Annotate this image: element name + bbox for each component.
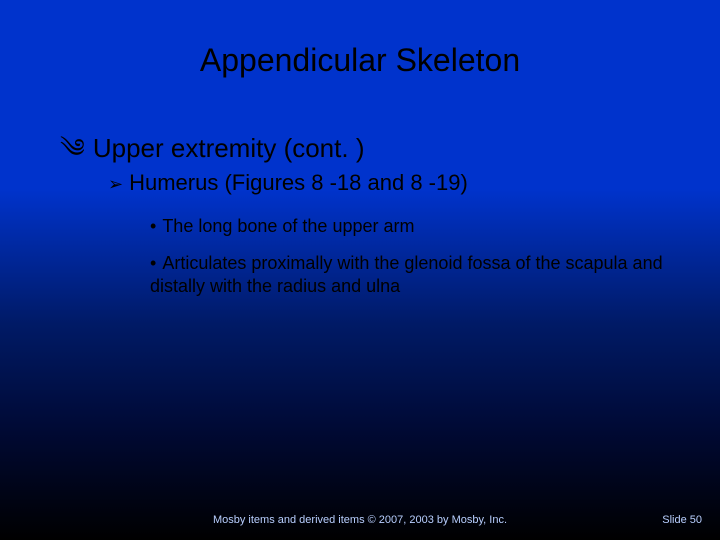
footer-copyright: Mosby items and derived items © 2007, 20… bbox=[0, 514, 720, 526]
bullet-level3-item: •Articulates proximally with the glenoid… bbox=[150, 252, 670, 297]
bullet-glyph-level3: • bbox=[150, 253, 156, 273]
bullet-text-level2: Humerus (Figures 8 -18 and 8 -19) bbox=[129, 170, 468, 195]
footer-slide-number: Slide 50 bbox=[662, 514, 702, 526]
bullet-text-level3: The long bone of the upper arm bbox=[162, 216, 414, 236]
slide-title: Appendicular Skeleton bbox=[0, 42, 720, 79]
bullet-glyph-level1: ༄ bbox=[60, 134, 85, 163]
slide: Appendicular Skeleton ༄ Upper extremity (… bbox=[0, 0, 720, 540]
bullet-text-level3: Articulates proximally with the glenoid … bbox=[150, 253, 663, 296]
bullet-level2: ➢ Humerus (Figures 8 -18 and 8 -19) bbox=[108, 170, 468, 196]
bullet-glyph-level2: ➢ bbox=[108, 174, 123, 194]
bullet-glyph-level3: • bbox=[150, 216, 156, 236]
bullet-text-level1: Upper extremity (cont. ) bbox=[93, 133, 365, 163]
bullet-level3-item: • The long bone of the upper arm bbox=[150, 216, 414, 237]
